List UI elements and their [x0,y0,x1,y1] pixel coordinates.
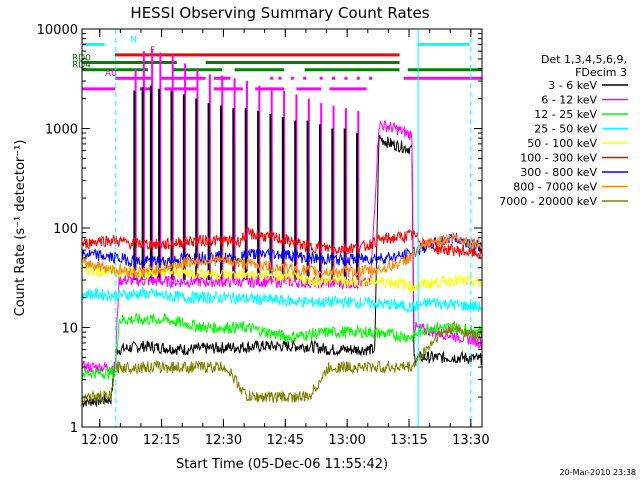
y-axis-label: Count Rate (s⁻¹ detector⁻¹) [13,140,28,317]
axis-ticks: 12:00 12:15 12:30 12:45 13:00 13:15 13:30 1 10 10… [37,23,490,448]
legend-entry: 300 - 800 keV [520,166,597,179]
series-line [81,285,483,315]
chart-title: HESSI Observing Summary Count Rates [130,4,429,22]
flag-dot [369,76,373,80]
legend-entry: 100 - 300 keV [520,152,597,165]
series-lines [81,119,483,408]
legend-title: Det 1,3,4,5,6,9, [541,53,627,66]
legend-entry: 7000 - 20000 keV [499,195,597,208]
legend-entry: 12 - 25 keV [534,108,597,121]
flag-label: A0 [105,69,117,79]
y-tick-label: 1 [70,421,78,436]
legend-entry: 800 - 7000 keV [513,181,597,194]
flag-dot [290,76,294,80]
flag-dot [278,76,282,80]
x-tick-label: 13:15 [390,433,427,448]
flag-label: N [130,35,137,45]
legend-entry: 25 - 50 keV [534,123,597,136]
flag-dot [270,76,274,80]
flag-dot [332,76,336,80]
y-tick-label: 100 [53,222,78,237]
series-line [81,232,483,279]
legend: Det 1,3,4,5,6,9,FDecim 33 - 6 keV 6 - 12 … [499,53,628,208]
legend-entry: 6 - 12 keV [541,94,597,107]
series-line [81,312,483,380]
x-tick-label: 12:30 [205,433,242,448]
legend-entry: 50 - 100 keV [527,137,597,150]
y-tick-label: 10 [61,322,78,337]
series-line [81,226,483,261]
x-tick-label: 13:00 [328,433,365,448]
flag-dot [356,76,360,80]
y-tick-label: 10000 [37,23,78,38]
legend-title: FDecim 3 [575,66,627,79]
x-tick-label: 12:00 [81,433,118,448]
x-axis-label: Start Time (05-Dec-06 11:55:42) [176,457,388,472]
x-tick-label: 12:45 [267,433,304,448]
flag-dot [319,76,323,80]
flag-dot [303,76,307,80]
flag-dot [344,76,348,80]
timestamp: 20-Mar-2010 23:38 [560,468,637,477]
x-tick-label: 12:15 [143,433,180,448]
legend-entry: 3 - 6 keV [548,79,597,92]
mode-flags: NFRD0RD4A0 [72,35,482,91]
saa-markers [115,29,472,427]
y-tick-label: 1000 [45,123,78,138]
x-tick-label: 13:30 [452,433,489,448]
series-line [81,320,483,405]
